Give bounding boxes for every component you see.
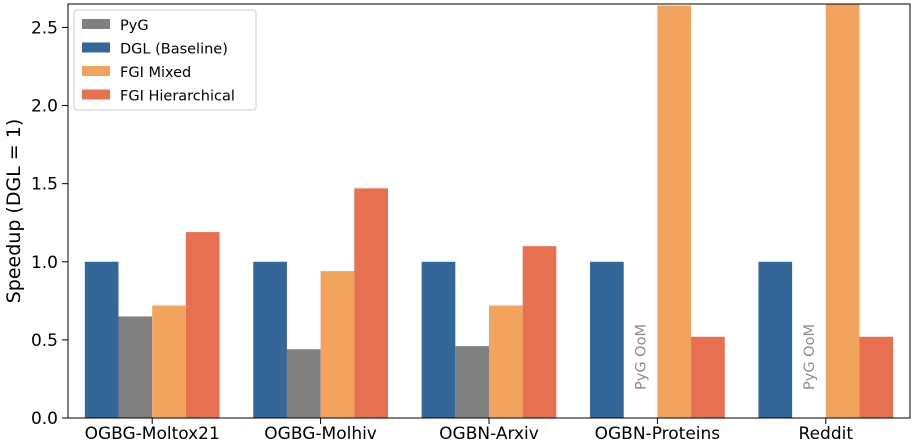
y-tick-label: 1.5 <box>31 175 58 195</box>
bar <box>421 261 456 418</box>
bar <box>286 349 321 418</box>
bar <box>84 261 119 418</box>
legend-swatch <box>82 42 110 53</box>
bar <box>657 5 692 419</box>
annotations-layer: PyG OoM PyG OoM <box>634 324 818 390</box>
x-tick-label: Reddit <box>799 424 854 444</box>
y-tick-label: 0.5 <box>31 331 58 351</box>
legend-label: DGL (Baseline) <box>120 42 228 58</box>
y-axis-label: Speedup (DGL = 1) <box>3 119 25 304</box>
bar <box>354 188 388 418</box>
bar <box>489 305 523 418</box>
legend-label: FGI Hierarchical <box>120 89 235 105</box>
x-tick-label: OGBG-Moltox21 <box>85 424 220 444</box>
bar <box>522 246 557 418</box>
y-tick-label: 2.0 <box>31 97 58 117</box>
legend-box <box>73 9 257 111</box>
x-axis: OGBG-Moltox21 OGBG-Molhiv OGBN-Arxiv OGBN-P… <box>85 418 854 444</box>
oom-annotation: PyG OoM <box>802 324 818 390</box>
legend-swatch <box>82 89 110 100</box>
bar <box>118 316 153 418</box>
oom-annotation: PyG OoM <box>634 324 650 390</box>
bars-layer <box>84 4 894 419</box>
y-tick-label: 1.0 <box>31 253 58 273</box>
y-axis: 0.0 0.5 1.0 1.5 2.0 2.5 <box>31 18 68 429</box>
bar <box>455 346 489 418</box>
bar <box>590 261 624 418</box>
legend: PyG DGL (Baseline) FGI Mixed FGI Hierarchic… <box>73 9 257 111</box>
legend-swatch <box>82 19 110 29</box>
bar <box>691 336 725 418</box>
bar <box>320 271 355 418</box>
bar <box>758 261 793 418</box>
bar <box>152 305 186 418</box>
legend-label: FGI Mixed <box>120 65 191 81</box>
x-tick-label: OGBG-Molhiv <box>264 424 377 444</box>
legend-swatch <box>82 66 110 76</box>
bar <box>185 232 220 418</box>
x-tick-label: OGBN-Proteins <box>595 424 721 444</box>
bar <box>253 261 287 418</box>
bar <box>859 336 894 418</box>
y-tick-label: 2.5 <box>31 18 58 38</box>
bar <box>825 4 860 418</box>
y-tick-label: 0.0 <box>31 409 58 429</box>
legend-label: PyG <box>120 18 149 34</box>
x-tick-label: OGBN-Arxiv <box>439 424 539 444</box>
